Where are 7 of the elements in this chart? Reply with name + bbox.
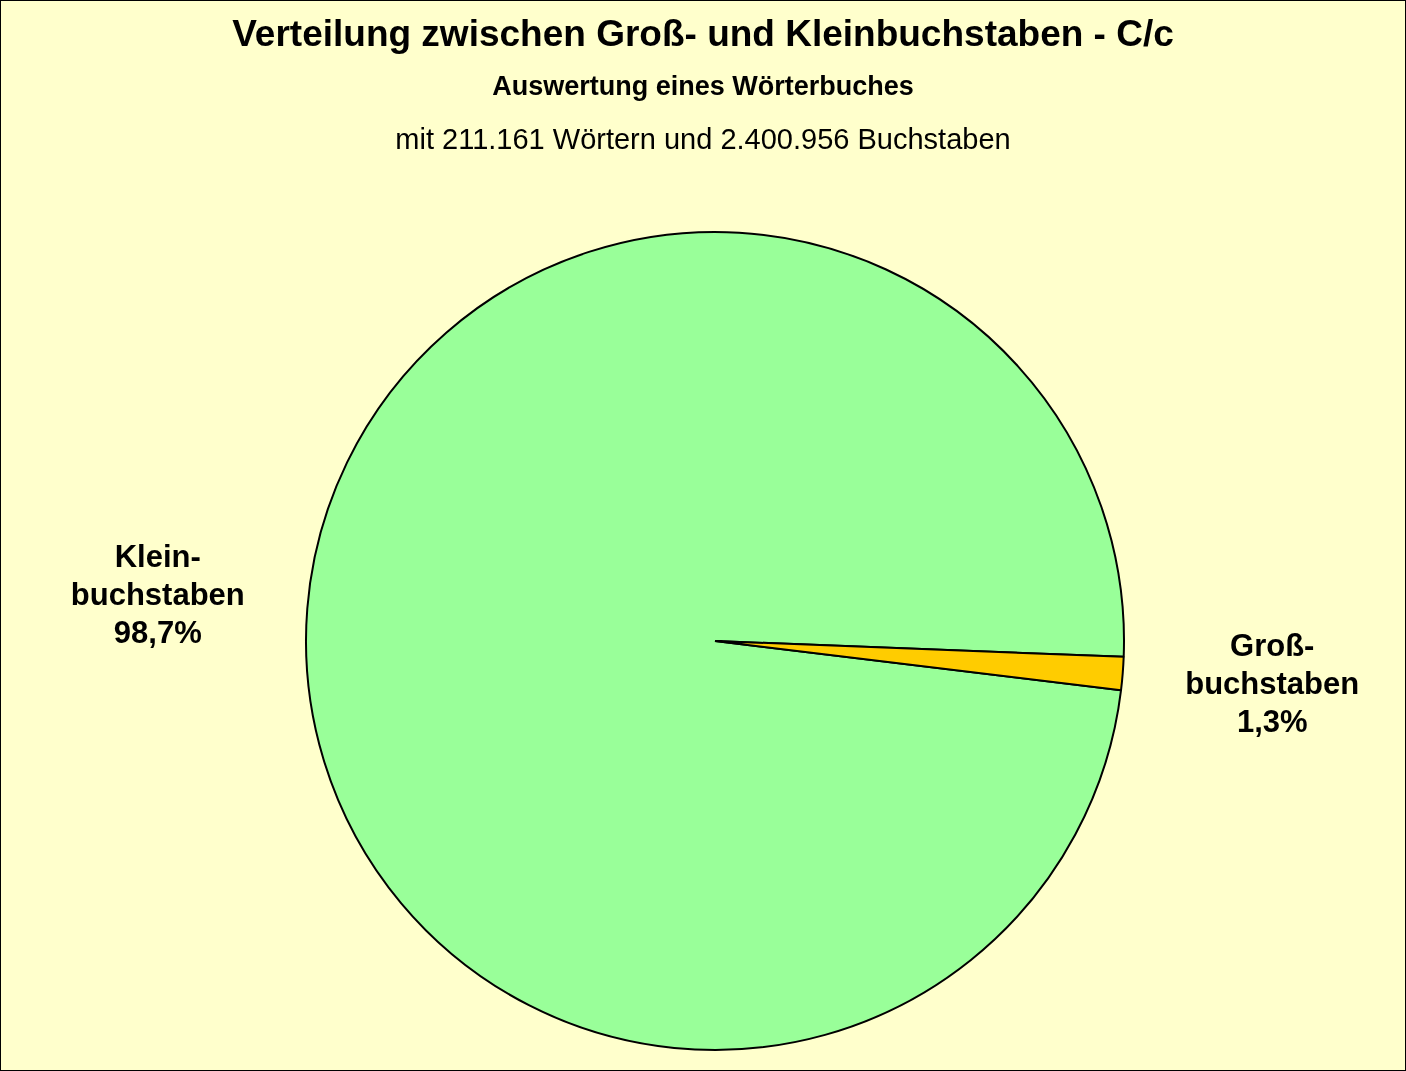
slice-label: Klein- buchstaben: [70, 539, 245, 613]
slice-label: Groß- buchstaben: [1185, 627, 1360, 701]
data-label: 98,7%: [113, 615, 202, 651]
text: mit 211.161 Wörtern und 2.400.956 Buchstaben: [394, 123, 1012, 156]
chart-title: Verteilung zwischen Groß- und Kleinbuchstaben - C/c: [231, 13, 1175, 55]
chart-subtitle: Auswertung eines Wörterbuches: [491, 71, 915, 102]
data-label: 1,3%: [1236, 703, 1308, 739]
